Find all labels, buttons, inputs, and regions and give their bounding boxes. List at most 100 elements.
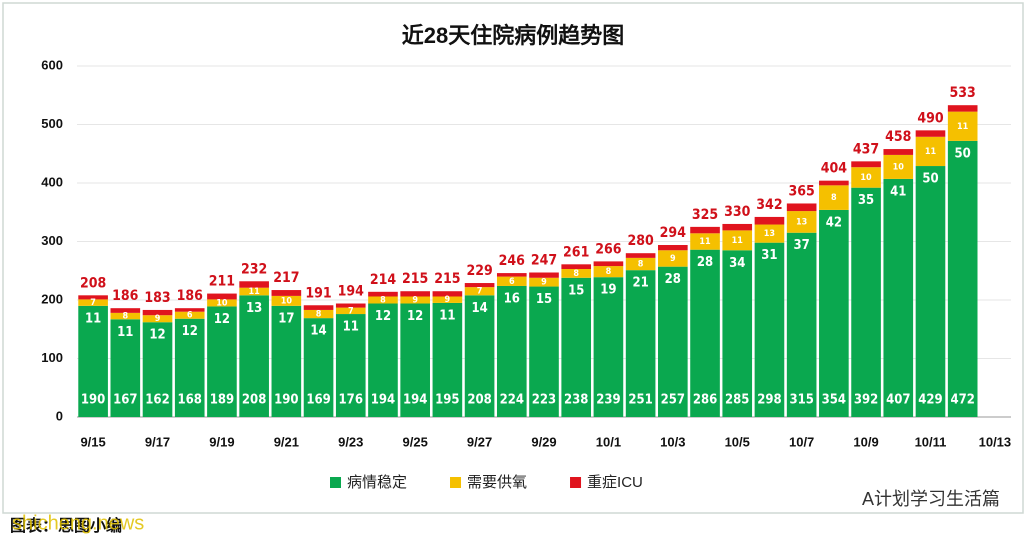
bar-segment (819, 209, 849, 417)
segment-label: 13 (796, 217, 807, 227)
total-label: 294 (660, 225, 687, 241)
bar-segment (722, 250, 753, 417)
segment-label: 8 (831, 193, 837, 203)
segment-label: 9 (155, 314, 161, 324)
segment-label: 194 (403, 393, 427, 408)
bar-segment (78, 299, 108, 306)
x-tick-label: 10/1 (596, 434, 621, 449)
segment-label: 14 (471, 301, 487, 316)
segment-label: 189 (210, 393, 234, 408)
y-tick-label: 400 (41, 174, 63, 189)
segment-label: 238 (564, 393, 588, 408)
bar-segment (335, 307, 366, 315)
bar-segment (368, 296, 398, 304)
total-label: 215 (402, 271, 428, 287)
segment-label: 8 (380, 296, 386, 306)
bar-segment (883, 178, 914, 417)
x-tick-label: 10/5 (725, 434, 750, 449)
segment-label: 286 (693, 393, 717, 408)
watermark: A计划学习生活篇 (862, 489, 1000, 509)
bar-segment (690, 249, 720, 417)
segment-label: 190 (274, 393, 298, 408)
bar-segment (625, 257, 656, 271)
legend-label: 需要供氧 (467, 474, 527, 491)
bar-segment (174, 308, 205, 312)
bar-segment (658, 245, 688, 251)
segment-label: 9 (670, 254, 676, 264)
site-watermark: shicheng.news (12, 512, 144, 534)
bar-segment (271, 295, 302, 306)
y-tick-label: 300 (41, 233, 63, 248)
bar-segment (754, 242, 785, 417)
bar-segment (464, 295, 495, 417)
bar-segment (851, 161, 881, 168)
bar-segment (303, 305, 334, 310)
segment-label: 37 (794, 238, 810, 253)
segment-label: 8 (606, 267, 612, 277)
bar-segment (78, 305, 108, 417)
total-label: 186 (177, 288, 204, 304)
bar-segment (658, 250, 688, 267)
bar-segment (142, 315, 173, 323)
bar-segment (368, 303, 398, 417)
segment-label: 7 (348, 306, 354, 316)
bar-segment (625, 270, 656, 417)
bar-segment (658, 266, 688, 417)
segment-label: 15 (536, 292, 552, 307)
total-label: 214 (370, 272, 397, 288)
bar-segment (110, 312, 141, 320)
legend-label: 病情稳定 (347, 474, 407, 491)
total-label: 533 (950, 85, 976, 101)
total-label: 217 (273, 270, 299, 286)
segment-label: 12 (214, 312, 230, 327)
bar-segment (335, 303, 366, 308)
segment-label: 195 (435, 393, 459, 408)
bar-segment (368, 291, 398, 297)
segment-label: 167 (113, 393, 137, 408)
bar-segment (593, 266, 624, 278)
bar-segment (947, 140, 978, 417)
segment-label: 176 (339, 393, 363, 408)
bar-segment (271, 305, 302, 417)
segment-label: 9 (445, 295, 451, 305)
bar-segment (303, 318, 334, 417)
segment-label: 9 (541, 278, 547, 288)
segment-label: 13 (764, 229, 775, 239)
bar-segment (690, 233, 720, 250)
legend-swatch (450, 477, 462, 488)
segment-label: 12 (407, 309, 423, 324)
legend-swatch (330, 477, 341, 488)
bar-segment (207, 293, 237, 300)
segment-label: 407 (886, 393, 910, 408)
y-tick-label: 200 (41, 291, 63, 306)
segment-label: 9 (412, 296, 418, 306)
bar-segment (561, 268, 592, 278)
bar-segment (851, 187, 881, 417)
chart-title: 近28天住院病例趋势图 (402, 23, 624, 48)
total-label: 437 (853, 141, 879, 157)
total-label: 247 (531, 253, 557, 269)
bar-segment (819, 185, 849, 210)
bar-segment (110, 319, 141, 417)
bar-segment (915, 166, 946, 417)
segment-label: 6 (509, 277, 515, 287)
segment-label: 11 (439, 308, 455, 323)
x-tick-label: 9/23 (338, 434, 363, 449)
total-label: 211 (209, 274, 235, 290)
segment-label: 392 (854, 393, 878, 408)
segment-label: 168 (178, 393, 202, 408)
total-label: 404 (821, 161, 848, 177)
footer: 图表：思图小编 (10, 516, 122, 535)
total-label: 215 (434, 271, 460, 287)
bar-segment (883, 149, 914, 155)
segment-label: 472 (950, 393, 974, 408)
bar-segment (754, 216, 785, 225)
bar-segment (690, 226, 720, 234)
segment-label: 208 (242, 393, 266, 408)
segment-label: 6 (187, 311, 193, 321)
segment-label: 169 (306, 393, 330, 408)
bar-segment (529, 272, 559, 278)
segment-label: 257 (661, 393, 685, 408)
segment-label: 19 (600, 283, 616, 298)
